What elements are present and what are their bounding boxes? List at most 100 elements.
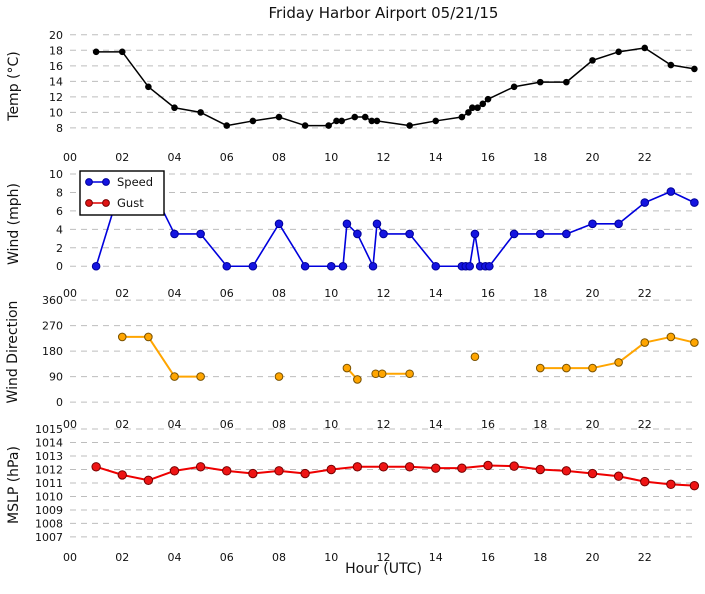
axes-wind-direction: 0 90 180 270 360 00 02 04 06 08 10 12 14 16 18 20 22	[42, 294, 699, 431]
x-tick-label: 06	[220, 151, 234, 164]
x-tick-label: 00	[63, 418, 77, 431]
speed-marker	[170, 229, 179, 239]
speed-marker	[465, 261, 475, 271]
temperature-marker	[667, 61, 675, 69]
speed-marker	[248, 261, 258, 271]
pressure-marker	[300, 468, 310, 479]
legend-marker	[85, 199, 93, 207]
speed-marker	[379, 229, 388, 239]
pressure-marker	[483, 460, 493, 471]
direction-marker	[588, 363, 597, 373]
pressure-marker	[666, 479, 676, 490]
x-tick-label: 20	[586, 418, 600, 431]
x-tick-label: 02	[115, 418, 129, 431]
temperature-marker	[373, 117, 381, 125]
temperature-marker	[92, 48, 100, 56]
y-tick-label: 360	[42, 294, 63, 307]
x-tick-label: 12	[377, 418, 391, 431]
speed-marker	[342, 219, 352, 229]
pressure-marker	[535, 464, 545, 475]
y-tick-label: 270	[42, 320, 63, 333]
direction-marker	[353, 375, 362, 384]
legend-label: Speed	[117, 175, 153, 189]
speed-marker	[368, 261, 378, 271]
pressure-marker	[404, 462, 415, 472]
direction-marker	[144, 332, 153, 342]
temperature-marker	[458, 113, 466, 121]
pressure-marker	[117, 470, 127, 480]
pressure-marker	[561, 466, 572, 476]
chart-title: Friday Harbor Airport 05/21/15	[268, 4, 499, 22]
speed-marker	[326, 261, 336, 271]
pressure-marker	[431, 463, 441, 473]
temperature-marker	[641, 44, 649, 52]
x-tick-label: 18	[533, 551, 547, 564]
x-tick-label: 10	[324, 287, 338, 300]
pressure-marker	[689, 480, 700, 491]
y-tick-label: 10	[49, 106, 63, 119]
x-tick-label: 02	[115, 287, 129, 300]
x-tick-label: 20	[586, 287, 600, 300]
direction-marker	[640, 338, 650, 347]
pressure-marker	[195, 462, 206, 472]
x-tick-label: 16	[481, 418, 495, 431]
speed-marker	[485, 261, 494, 271]
y-tick-label: 1007	[35, 531, 63, 544]
y-tick-label: 1014	[35, 437, 63, 450]
temperature-marker	[197, 109, 204, 116]
speed-line	[95, 180, 695, 268]
pressure-marker	[509, 461, 519, 471]
x-tick-label: 08	[272, 551, 286, 564]
x-tick-label: 10	[324, 418, 338, 431]
x-tick-label: 06	[220, 551, 234, 564]
y-tick-label: 1013	[35, 450, 63, 463]
y-tick-label: 2	[56, 242, 63, 255]
direction-marker	[614, 358, 623, 367]
x-tick-label: 16	[481, 287, 495, 300]
x-tick-label: 16	[481, 551, 495, 564]
speed-marker	[588, 219, 597, 229]
speed-marker	[666, 187, 676, 196]
direction-marker	[690, 338, 699, 347]
y-tick-label: 0	[56, 396, 63, 409]
direction-marker	[196, 372, 205, 381]
x-tick-label: 10	[324, 151, 338, 164]
direction-marker	[170, 372, 179, 381]
y-tick-label: 4	[56, 223, 63, 236]
speed-marker	[405, 229, 414, 239]
pressure-marker	[169, 466, 180, 476]
x-tick-label: 14	[429, 418, 443, 431]
x-tick-label: 06	[220, 418, 234, 431]
x-tick-label: 04	[168, 551, 182, 564]
x-tick-label: 02	[115, 551, 129, 564]
temperature-marker	[510, 83, 518, 91]
x-tick-label: 00	[63, 151, 77, 164]
direction-marker	[535, 363, 545, 373]
x-tick-label: 04	[168, 418, 182, 431]
mslp-axis-label: MSLP (hPa)	[6, 446, 22, 524]
speed-marker	[535, 229, 545, 239]
temperature-marker	[325, 122, 332, 129]
x-tick-label: 04	[168, 287, 182, 300]
x-tick-label: 18	[533, 418, 547, 431]
temperature-marker	[563, 78, 570, 86]
temperature-marker	[615, 48, 622, 56]
speed-marker	[353, 229, 362, 239]
temperature-line	[96, 47, 695, 127]
x-tick-label: 14	[429, 151, 443, 164]
x-tick-label: 20	[586, 551, 600, 564]
x-tick-label: 00	[63, 287, 77, 300]
speed-marker	[690, 198, 699, 207]
y-tick-label: 8	[56, 186, 63, 199]
axes-temp: 8 10 12 14 16 18 20 00 02 04 06 08 10 12 14 16 18 20 22	[49, 29, 698, 164]
y-tick-label: 180	[42, 345, 63, 358]
x-tick-label: 22	[638, 418, 652, 431]
temperature-marker	[301, 122, 309, 129]
x-tick-label: 08	[272, 287, 286, 300]
x-tick-label: 08	[272, 151, 286, 164]
direction-marker	[377, 369, 387, 379]
direction-marker	[405, 369, 414, 379]
x-tick-label: 14	[429, 287, 443, 300]
